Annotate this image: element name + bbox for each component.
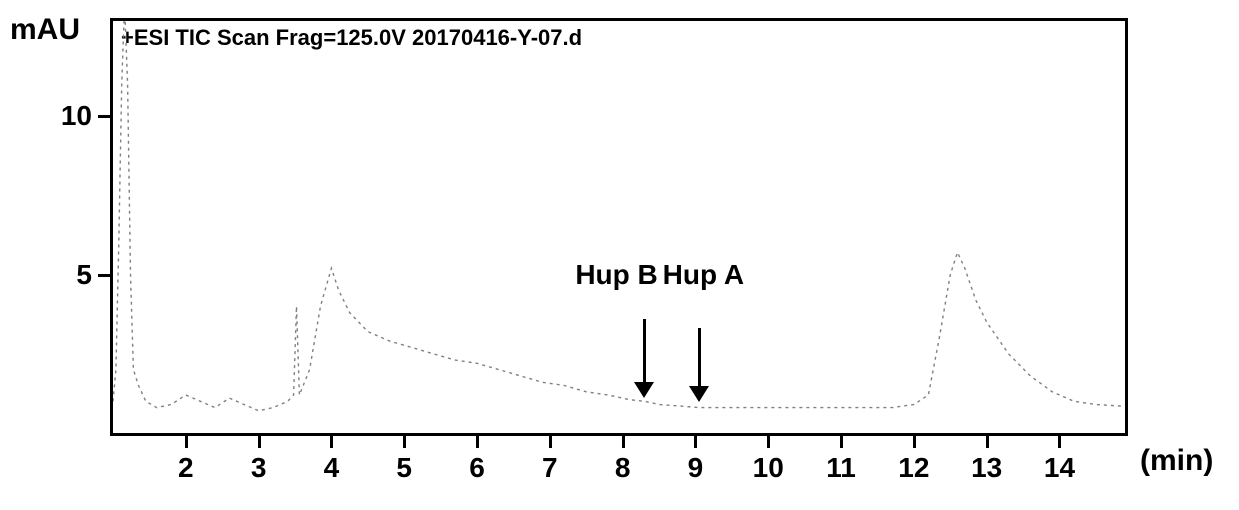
x-tick xyxy=(622,436,625,448)
x-axis-label: (min) xyxy=(1140,444,1213,478)
y-tick-label: 10 xyxy=(61,100,92,132)
x-tick-label: 7 xyxy=(542,452,558,484)
x-tick-label: 13 xyxy=(971,452,1002,484)
x-tick-label: 6 xyxy=(469,452,485,484)
x-tick-label: 12 xyxy=(898,452,929,484)
arrow-head-icon xyxy=(634,382,654,398)
x-tick-label: 5 xyxy=(396,452,412,484)
chromatogram-trace xyxy=(113,21,1125,433)
chromatogram-chart: mAU +ESI TIC Scan Frag=125.0V 20170416-Y… xyxy=(0,0,1239,510)
x-tick xyxy=(185,436,188,448)
x-tick xyxy=(767,436,770,448)
x-tick xyxy=(694,436,697,448)
x-tick xyxy=(986,436,989,448)
x-tick-label: 4 xyxy=(324,452,340,484)
x-tick xyxy=(549,436,552,448)
y-tick-label: 5 xyxy=(76,259,92,291)
annotation-arrow xyxy=(643,319,646,386)
y-axis-label: mAU xyxy=(10,13,80,47)
x-tick xyxy=(403,436,406,448)
x-tick-label: 11 xyxy=(826,452,856,484)
peak-annotation: Hup B xyxy=(575,259,657,291)
x-tick-label: 10 xyxy=(753,452,784,484)
x-tick xyxy=(330,436,333,448)
peak-annotation: Hup A xyxy=(663,259,744,291)
x-tick xyxy=(840,436,843,448)
x-tick-label: 14 xyxy=(1044,452,1075,484)
x-tick-label: 2 xyxy=(178,452,194,484)
x-tick xyxy=(1058,436,1061,448)
y-tick xyxy=(98,115,110,118)
y-tick xyxy=(98,274,110,277)
arrow-head-icon xyxy=(689,386,709,402)
x-tick-label: 9 xyxy=(688,452,704,484)
x-tick-label: 3 xyxy=(251,452,267,484)
plot-area: +ESI TIC Scan Frag=125.0V 20170416-Y-07.… xyxy=(110,18,1128,436)
x-tick xyxy=(913,436,916,448)
x-tick-label: 8 xyxy=(615,452,631,484)
x-tick xyxy=(476,436,479,448)
annotation-arrow xyxy=(698,328,701,388)
x-tick xyxy=(258,436,261,448)
